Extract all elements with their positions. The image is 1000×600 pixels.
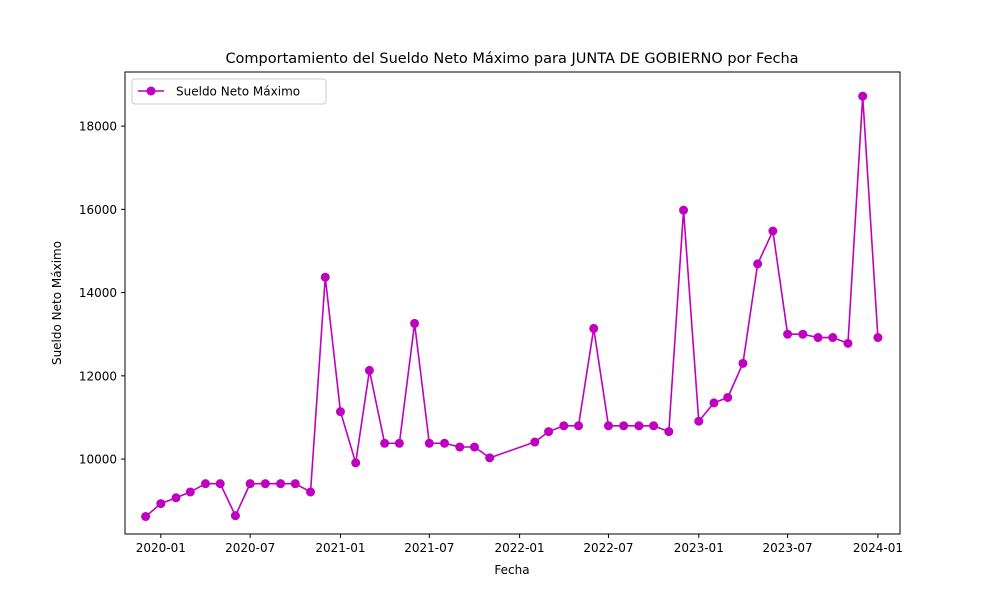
data-point (843, 338, 853, 348)
data-point (380, 438, 390, 448)
data-point (828, 333, 838, 343)
data-point (544, 427, 554, 437)
y-tick-label: 14000 (79, 286, 117, 300)
data-point (200, 479, 210, 489)
data-point (649, 421, 659, 431)
data-point (276, 479, 286, 489)
y-tick-label: 12000 (79, 369, 117, 383)
data-point (215, 479, 225, 489)
series-layer (141, 91, 883, 522)
data-point (185, 487, 195, 497)
data-point (798, 329, 808, 339)
data-point (260, 479, 270, 489)
data-point (813, 333, 823, 343)
legend-marker-sample (146, 86, 156, 96)
legend-entry-label: Sueldo Neto Máximo (176, 85, 300, 99)
data-point (679, 205, 689, 215)
data-point (589, 323, 599, 333)
data-point (768, 226, 778, 236)
x-tick-label: 2022-01 (495, 541, 545, 555)
data-point (709, 398, 719, 408)
plot-area (124, 71, 901, 535)
data-point (634, 421, 644, 431)
x-tick-label: 2023-07 (763, 541, 813, 555)
data-point (245, 479, 255, 489)
data-point (290, 479, 300, 489)
y-tick-label: 10000 (79, 453, 117, 467)
data-point (694, 416, 704, 426)
x-tick-label: 2020-01 (136, 541, 186, 555)
data-point (424, 438, 434, 448)
data-point (335, 407, 345, 417)
data-point (619, 421, 629, 431)
data-point (364, 365, 374, 375)
data-point (410, 318, 420, 328)
x-tick-label: 2023-01 (674, 541, 724, 555)
legend-box (131, 78, 327, 105)
y-tick-label: 18000 (79, 120, 117, 134)
data-point (141, 512, 151, 522)
x-tick-label: 2020-07 (225, 541, 275, 555)
x-axis-label: Fecha (494, 563, 529, 577)
data-point (306, 487, 316, 497)
data-point (723, 392, 733, 402)
y-axis-label: Sueldo Neto Máximo (50, 241, 64, 365)
data-point (873, 333, 883, 343)
data-point (394, 438, 404, 448)
data-point (530, 437, 540, 447)
data-point (559, 421, 569, 431)
chart-title: Comportamiento del Sueldo Neto Máximo pa… (225, 51, 798, 67)
data-point (156, 499, 166, 509)
data-point (664, 427, 674, 437)
data-point (351, 458, 361, 468)
data-point (440, 438, 450, 448)
x-tick-label: 2021-01 (315, 541, 365, 555)
data-point (783, 329, 793, 339)
data-point (738, 358, 748, 368)
x-tick-label: 2021-07 (404, 541, 454, 555)
data-point (230, 511, 240, 521)
legend: Sueldo Neto Máximo (131, 78, 327, 105)
data-point (485, 453, 495, 463)
x-tick-label: 2022-07 (583, 541, 633, 555)
data-point (455, 442, 465, 452)
data-point (171, 493, 181, 503)
y-axis: 10000 12000 14000 16000 18000 (79, 120, 125, 467)
data-point (753, 259, 763, 269)
data-point (469, 442, 479, 452)
y-tick-label: 16000 (79, 203, 117, 217)
data-point (603, 421, 613, 431)
x-tick-label: 2024-01 (853, 541, 903, 555)
data-point (574, 421, 584, 431)
data-point (320, 272, 330, 282)
data-point (858, 91, 868, 101)
x-axis: 2020-01 2020-07 2021-01 2021-07 2022-01 2022-… (136, 534, 903, 555)
